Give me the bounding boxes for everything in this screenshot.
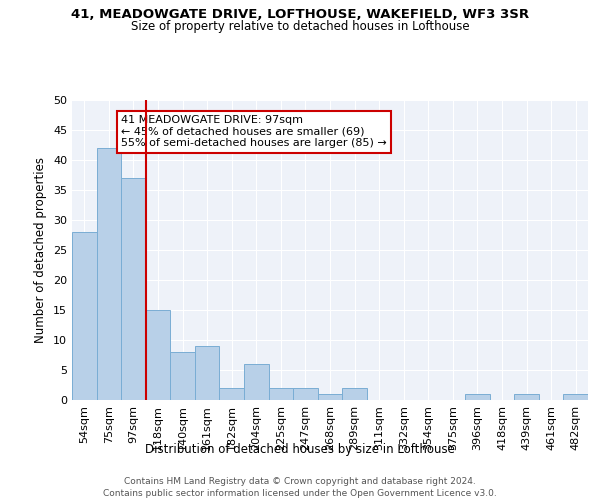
Bar <box>195 346 220 400</box>
Text: Contains public sector information licensed under the Open Government Licence v3: Contains public sector information licen… <box>103 489 497 498</box>
Text: 41, MEADOWGATE DRIVE, LOFTHOUSE, WAKEFIELD, WF3 3SR: 41, MEADOWGATE DRIVE, LOFTHOUSE, WAKEFIE… <box>71 8 529 20</box>
Bar <box>563 394 588 400</box>
Bar <box>170 352 195 400</box>
Bar <box>293 388 318 400</box>
Bar <box>146 310 170 400</box>
Bar <box>269 388 293 400</box>
Text: Contains HM Land Registry data © Crown copyright and database right 2024.: Contains HM Land Registry data © Crown c… <box>124 478 476 486</box>
Bar <box>244 364 269 400</box>
Text: Distribution of detached houses by size in Lofthouse: Distribution of detached houses by size … <box>145 442 455 456</box>
Bar <box>465 394 490 400</box>
Bar <box>121 178 146 400</box>
Bar <box>72 232 97 400</box>
Bar <box>318 394 342 400</box>
Text: Size of property relative to detached houses in Lofthouse: Size of property relative to detached ho… <box>131 20 469 33</box>
Y-axis label: Number of detached properties: Number of detached properties <box>34 157 47 343</box>
Bar <box>97 148 121 400</box>
Bar <box>220 388 244 400</box>
Text: 41 MEADOWGATE DRIVE: 97sqm
← 45% of detached houses are smaller (69)
55% of semi: 41 MEADOWGATE DRIVE: 97sqm ← 45% of deta… <box>121 115 387 148</box>
Bar <box>514 394 539 400</box>
Bar <box>342 388 367 400</box>
